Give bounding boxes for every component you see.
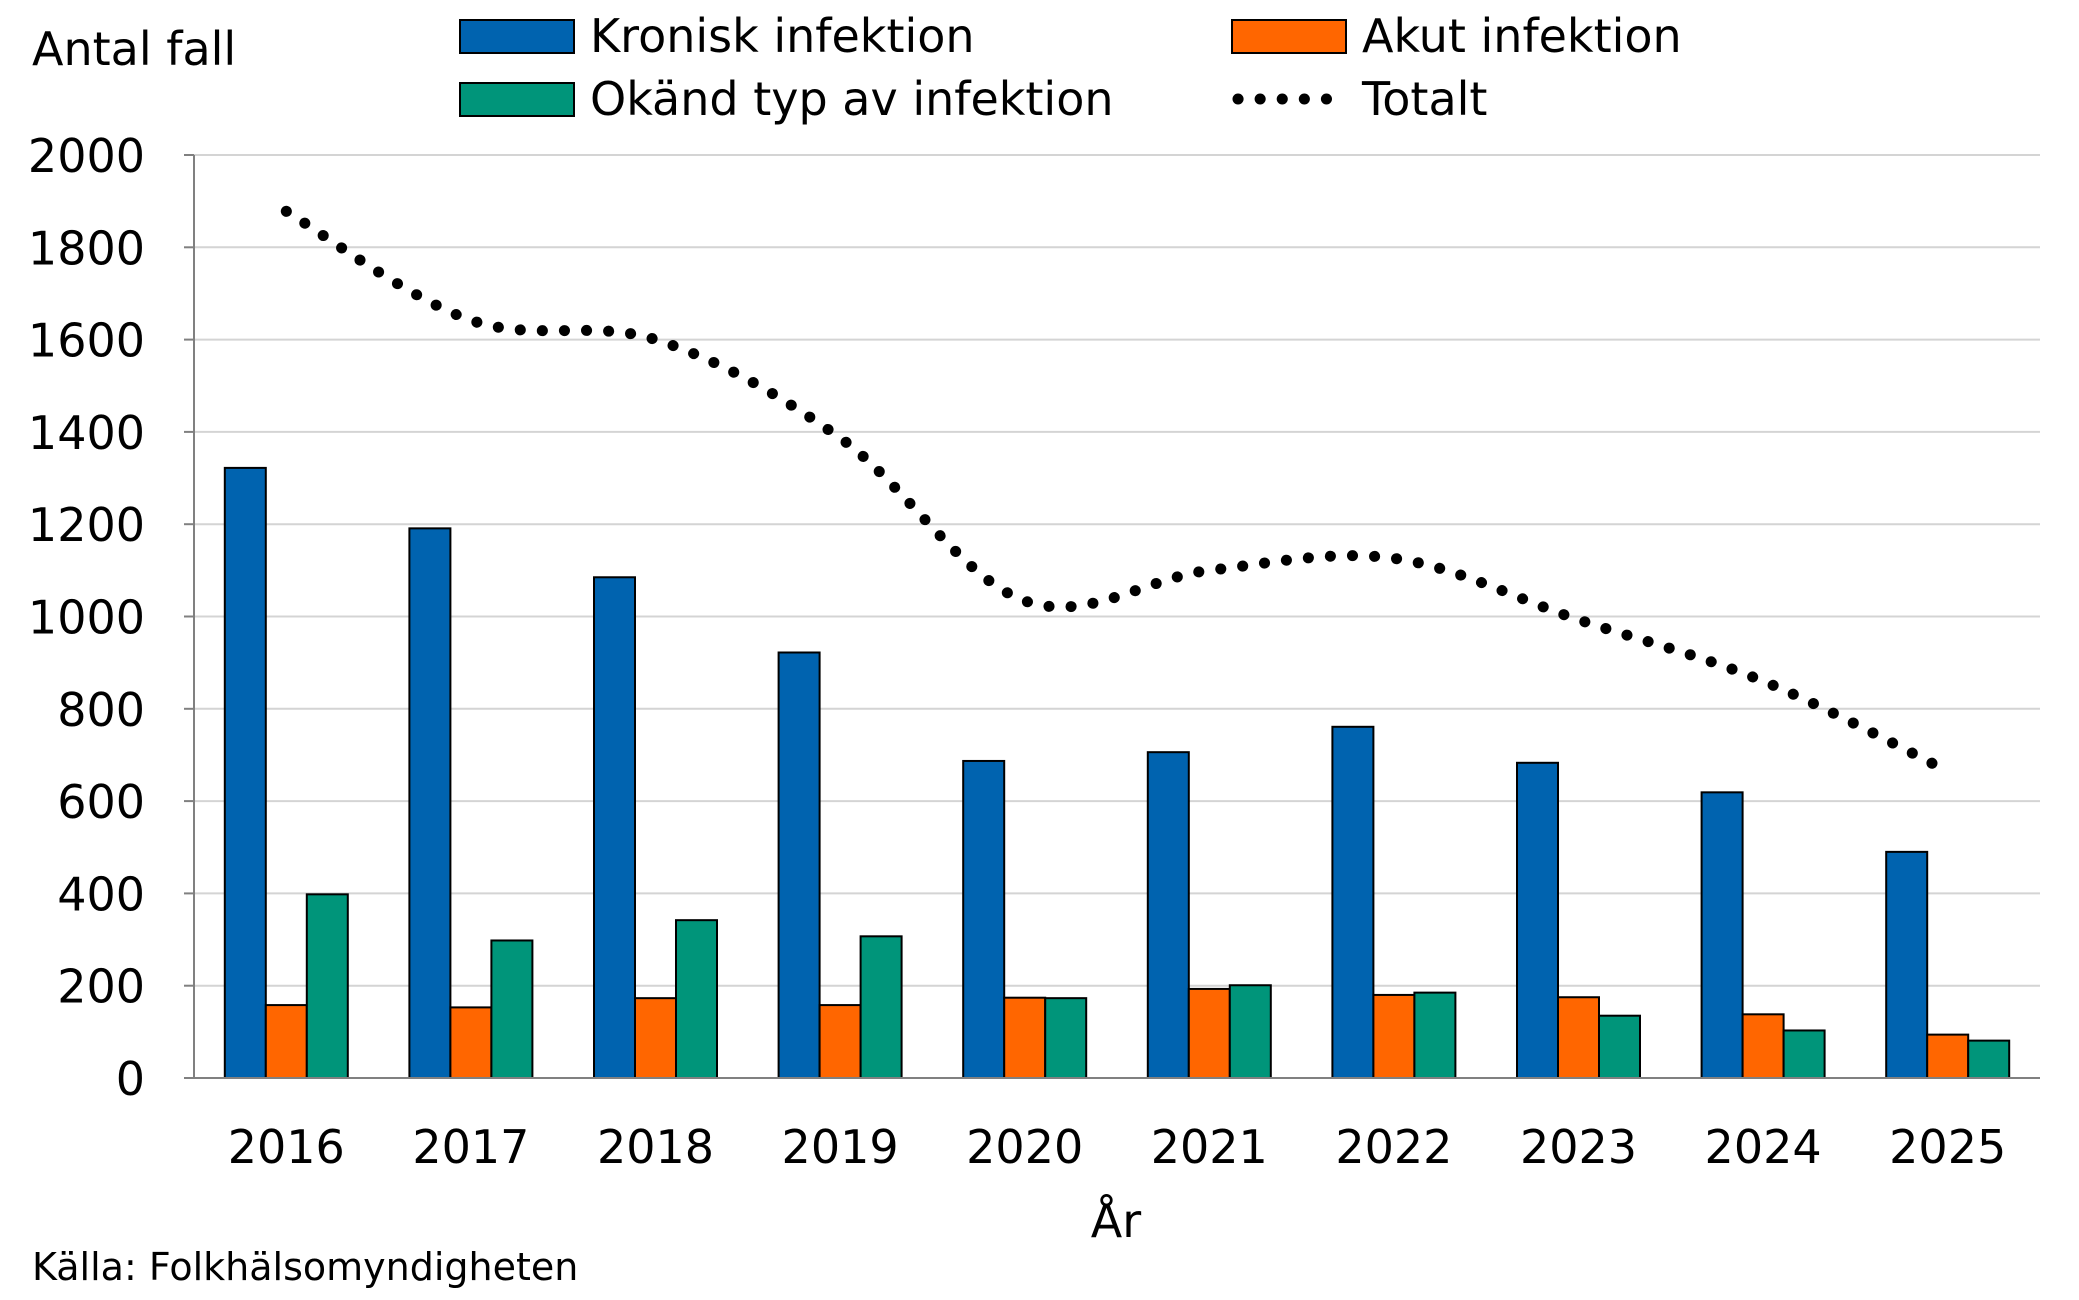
y-tick-label: 600 — [57, 775, 145, 829]
bar-kronisk-infektion-2018 — [593, 576, 636, 1080]
x-tick-label: 2025 — [1889, 1120, 2006, 1174]
x-tick-label: 2016 — [228, 1120, 345, 1174]
bar-kronisk-infektion-2024 — [1700, 791, 1744, 1079]
bar-akut-infektion-2025 — [1926, 1033, 1970, 1080]
y-tick-label: 1200 — [28, 498, 145, 552]
bar-akut-infektion-2022 — [1372, 993, 1416, 1079]
bar-kronisk-infektion-2025 — [1885, 850, 1929, 1079]
y-tick-labels: 0 200 400 600 800 1000 1200 1400 1600 1800 2000 — [28, 129, 145, 1106]
bar-akut-infektion-2018 — [634, 997, 677, 1080]
bar-akut-infektion-2021 — [1187, 987, 1231, 1079]
x-tick-labels: 2016 2017 2018 2019 2020 2021 2022 2023 2024 2025 — [228, 1120, 2006, 1174]
bar-ok-nd-typ-av-infektion-2019 — [859, 935, 903, 1080]
x-tick-label: 2018 — [597, 1120, 714, 1174]
legend-swatch-ok-nd-typ-av-infektion — [459, 82, 575, 117]
bar-akut-infektion-2019 — [818, 1004, 862, 1080]
bar-akut-infektion-2020 — [1003, 996, 1047, 1079]
bar-ok-nd-typ-av-infektion-2016 — [305, 893, 349, 1079]
bar-ok-nd-typ-av-infektion-2022 — [1413, 991, 1457, 1079]
source-note: Källa: Folkhälsomyndigheten — [32, 1245, 578, 1289]
bar-kronisk-infektion-2022 — [1331, 725, 1375, 1080]
bar-kronisk-infektion-2023 — [1516, 761, 1559, 1079]
bar-kronisk-infektion-2021 — [1146, 751, 1190, 1080]
x-tick-label: 2020 — [966, 1120, 1083, 1174]
bar-kronisk-infektion-2016 — [223, 466, 267, 1080]
bar-ok-nd-typ-av-infektion-2020 — [1044, 997, 1088, 1080]
bar-ok-nd-typ-av-infektion-2023 — [1598, 1014, 1641, 1080]
bar-akut-infektion-2016 — [264, 1004, 308, 1080]
series-line-totalt — [280, 205, 1954, 777]
bar-ok-nd-typ-av-infektion-2018 — [675, 919, 718, 1079]
x-tick-label: 2022 — [1335, 1120, 1452, 1174]
legend-label-kronisk-infektion: Kronisk infektion — [590, 9, 975, 63]
legend-label-totalt: Totalt — [1361, 72, 1487, 126]
x-tick-label: 2024 — [1705, 1120, 1822, 1174]
y-tick-label: 0 — [116, 1052, 145, 1106]
bar-ok-nd-typ-av-infektion-2025 — [1967, 1039, 2011, 1080]
y-tick-label: 1000 — [28, 591, 145, 645]
total-line — [280, 205, 1954, 777]
bar-ok-nd-typ-av-infektion-2021 — [1228, 984, 1272, 1080]
bar-akut-infektion-2024 — [1741, 1013, 1785, 1079]
gridlines — [194, 154, 2040, 987]
legend-label-akut-infektion: Akut infektion — [1362, 9, 1682, 63]
y-tick-label: 1400 — [28, 406, 145, 460]
bars — [223, 466, 2011, 1080]
x-tick-label: 2023 — [1520, 1120, 1637, 1174]
bar-akut-infektion-2023 — [1557, 996, 1600, 1079]
bar-akut-infektion-2017 — [449, 1006, 493, 1079]
x-axis-label: År — [1091, 1194, 1141, 1248]
bar-kronisk-infektion-2017 — [408, 527, 452, 1079]
legend: Kronisk infektion Akut infektion Okänd typ… — [459, 9, 1682, 126]
y-tick-label: 200 — [57, 960, 145, 1014]
x-tick-label: 2021 — [1151, 1120, 1268, 1174]
bar-ok-nd-typ-av-infektion-2024 — [1782, 1029, 1826, 1079]
bar-kronisk-infektion-2020 — [962, 759, 1006, 1080]
x-tick-label: 2019 — [782, 1120, 899, 1174]
axes — [184, 154, 2040, 1079]
x-tick-label: 2017 — [412, 1120, 529, 1174]
y-tick-label: 2000 — [28, 129, 145, 183]
legend-label-ok-nd-typ-av-infektion: Okänd typ av infektion — [590, 72, 1114, 126]
y-tick-label: 400 — [57, 867, 145, 921]
y-tick-label: 1600 — [28, 314, 145, 368]
y-axis-label: Antal fall — [32, 22, 236, 76]
legend-swatch-akut-infektion — [1231, 19, 1347, 54]
legend-swatch-kronisk-infektion — [459, 19, 575, 54]
bar-ok-nd-typ-av-infektion-2017 — [490, 939, 534, 1080]
y-tick-label: 800 — [57, 683, 145, 737]
bar-kronisk-infektion-2019 — [777, 651, 821, 1079]
y-tick-label: 1800 — [28, 221, 145, 275]
